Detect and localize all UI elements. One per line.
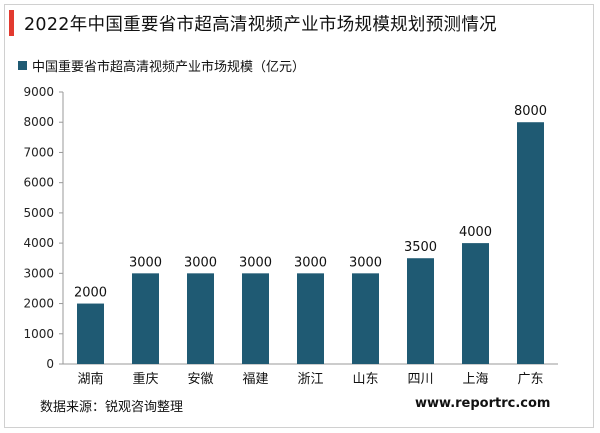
data-label: 2000 <box>74 286 107 301</box>
bar-8 <box>462 243 489 364</box>
legend-swatch <box>18 61 27 70</box>
x-tick-label: 上海 <box>462 372 488 387</box>
chart-title: 2022年中国重要省市超高清视频产业市场规模规划预测情况 <box>24 14 497 35</box>
data-label: 8000 <box>514 104 547 119</box>
x-tick-label: 福建 <box>242 372 268 387</box>
y-tick-label: 9000 <box>23 85 54 99</box>
y-tick-label: 6000 <box>23 176 54 190</box>
y-tick-label: 4000 <box>23 236 54 250</box>
y-tick-label: 7000 <box>23 145 54 159</box>
y-tick-label: 5000 <box>23 206 54 220</box>
bar-7 <box>407 258 434 364</box>
y-tick-label: 8000 <box>23 115 54 129</box>
chart-frame <box>4 4 594 428</box>
data-label: 3000 <box>239 255 272 270</box>
legend: 中国重要省市超高清视频产业市场规模（亿元） <box>18 56 305 75</box>
x-tick-label: 重庆 <box>132 371 158 387</box>
y-tick-label: 0 <box>46 357 54 371</box>
x-tick-label: 四川 <box>407 372 433 387</box>
source-note: 数据来源：锐观咨询整理 <box>40 400 184 415</box>
chart-header: 2022年中国重要省市超高清视频产业市场规模规划预测情况 <box>9 10 497 36</box>
bar-5 <box>297 273 324 364</box>
bar-3 <box>187 273 214 364</box>
data-label: 4000 <box>459 225 492 240</box>
data-label: 3000 <box>184 255 217 270</box>
data-label: 3000 <box>129 255 162 270</box>
bar-6 <box>352 273 379 364</box>
data-label: 3000 <box>294 255 327 270</box>
legend-label: 中国重要省市超高清视频产业市场规模（亿元） <box>32 60 306 75</box>
bar-2 <box>132 273 159 364</box>
website-link[interactable]: www.reportrc.com <box>415 396 551 411</box>
x-tick-label: 广东 <box>517 372 543 387</box>
x-tick-label: 浙江 <box>297 372 323 387</box>
title-accent-bar <box>9 10 14 36</box>
x-tick-label: 安徽 <box>187 372 213 387</box>
y-tick-label: 2000 <box>23 297 54 311</box>
bar-4 <box>242 273 269 364</box>
data-label: 3500 <box>404 240 437 255</box>
bar-1 <box>77 303 104 364</box>
bar-9 <box>517 122 544 364</box>
x-tick-label: 湖南 <box>77 371 103 387</box>
x-tick-label: 山东 <box>352 372 378 387</box>
y-tick-label: 1000 <box>23 327 54 341</box>
data-label: 3000 <box>349 255 382 270</box>
y-tick-label: 3000 <box>23 266 54 280</box>
